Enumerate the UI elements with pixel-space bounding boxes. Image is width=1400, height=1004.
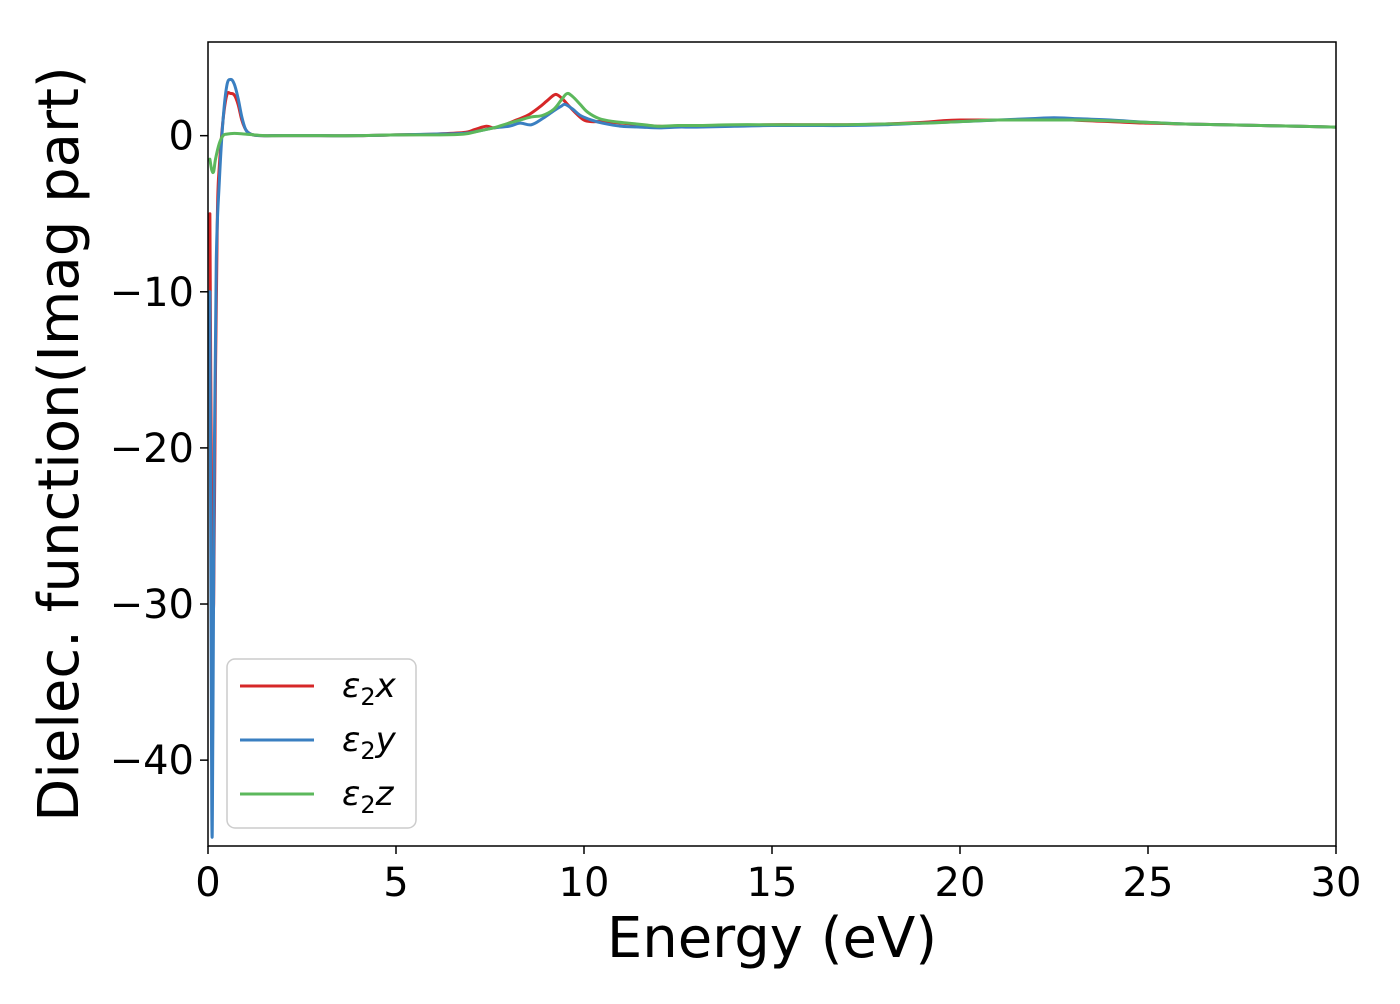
y-axis-ticks: −40 −30 −20 −10 0 xyxy=(110,114,208,784)
legend-entries: ε2x ε2y ε2z xyxy=(240,666,397,819)
x-tick-label: 0 xyxy=(195,860,220,906)
x-tick-label: 20 xyxy=(935,860,986,906)
legend-label: ε2y xyxy=(342,720,397,765)
x-axis-label: Energy (eV) xyxy=(607,906,937,971)
legend-box xyxy=(226,658,417,829)
y-tick-label: −40 xyxy=(110,738,194,784)
y-tick-label: −20 xyxy=(110,426,194,472)
x-tick-label: 25 xyxy=(1123,860,1174,906)
x-tick-label: 30 xyxy=(1311,860,1362,906)
y-tick-label: 0 xyxy=(169,114,194,160)
series-line-1 xyxy=(208,90,1336,616)
series-layer xyxy=(208,77,1336,839)
series-line-3 xyxy=(208,91,1336,175)
y-tick-label: −30 xyxy=(110,582,194,628)
legend-label: ε2z xyxy=(342,774,395,819)
x-tick-label: 10 xyxy=(559,860,610,906)
x-tick-label: 15 xyxy=(747,860,798,906)
x-tick-label: 5 xyxy=(383,860,408,906)
x-axis-ticks: 0 5 10 15 20 25 30 xyxy=(195,846,1361,906)
legend: ε2x ε2y ε2z xyxy=(226,658,417,829)
legend-label: ε2x xyxy=(342,666,397,711)
y-axis-label: Dielec. function(Imag part) xyxy=(27,66,92,822)
y-tick-label: −10 xyxy=(110,270,194,316)
